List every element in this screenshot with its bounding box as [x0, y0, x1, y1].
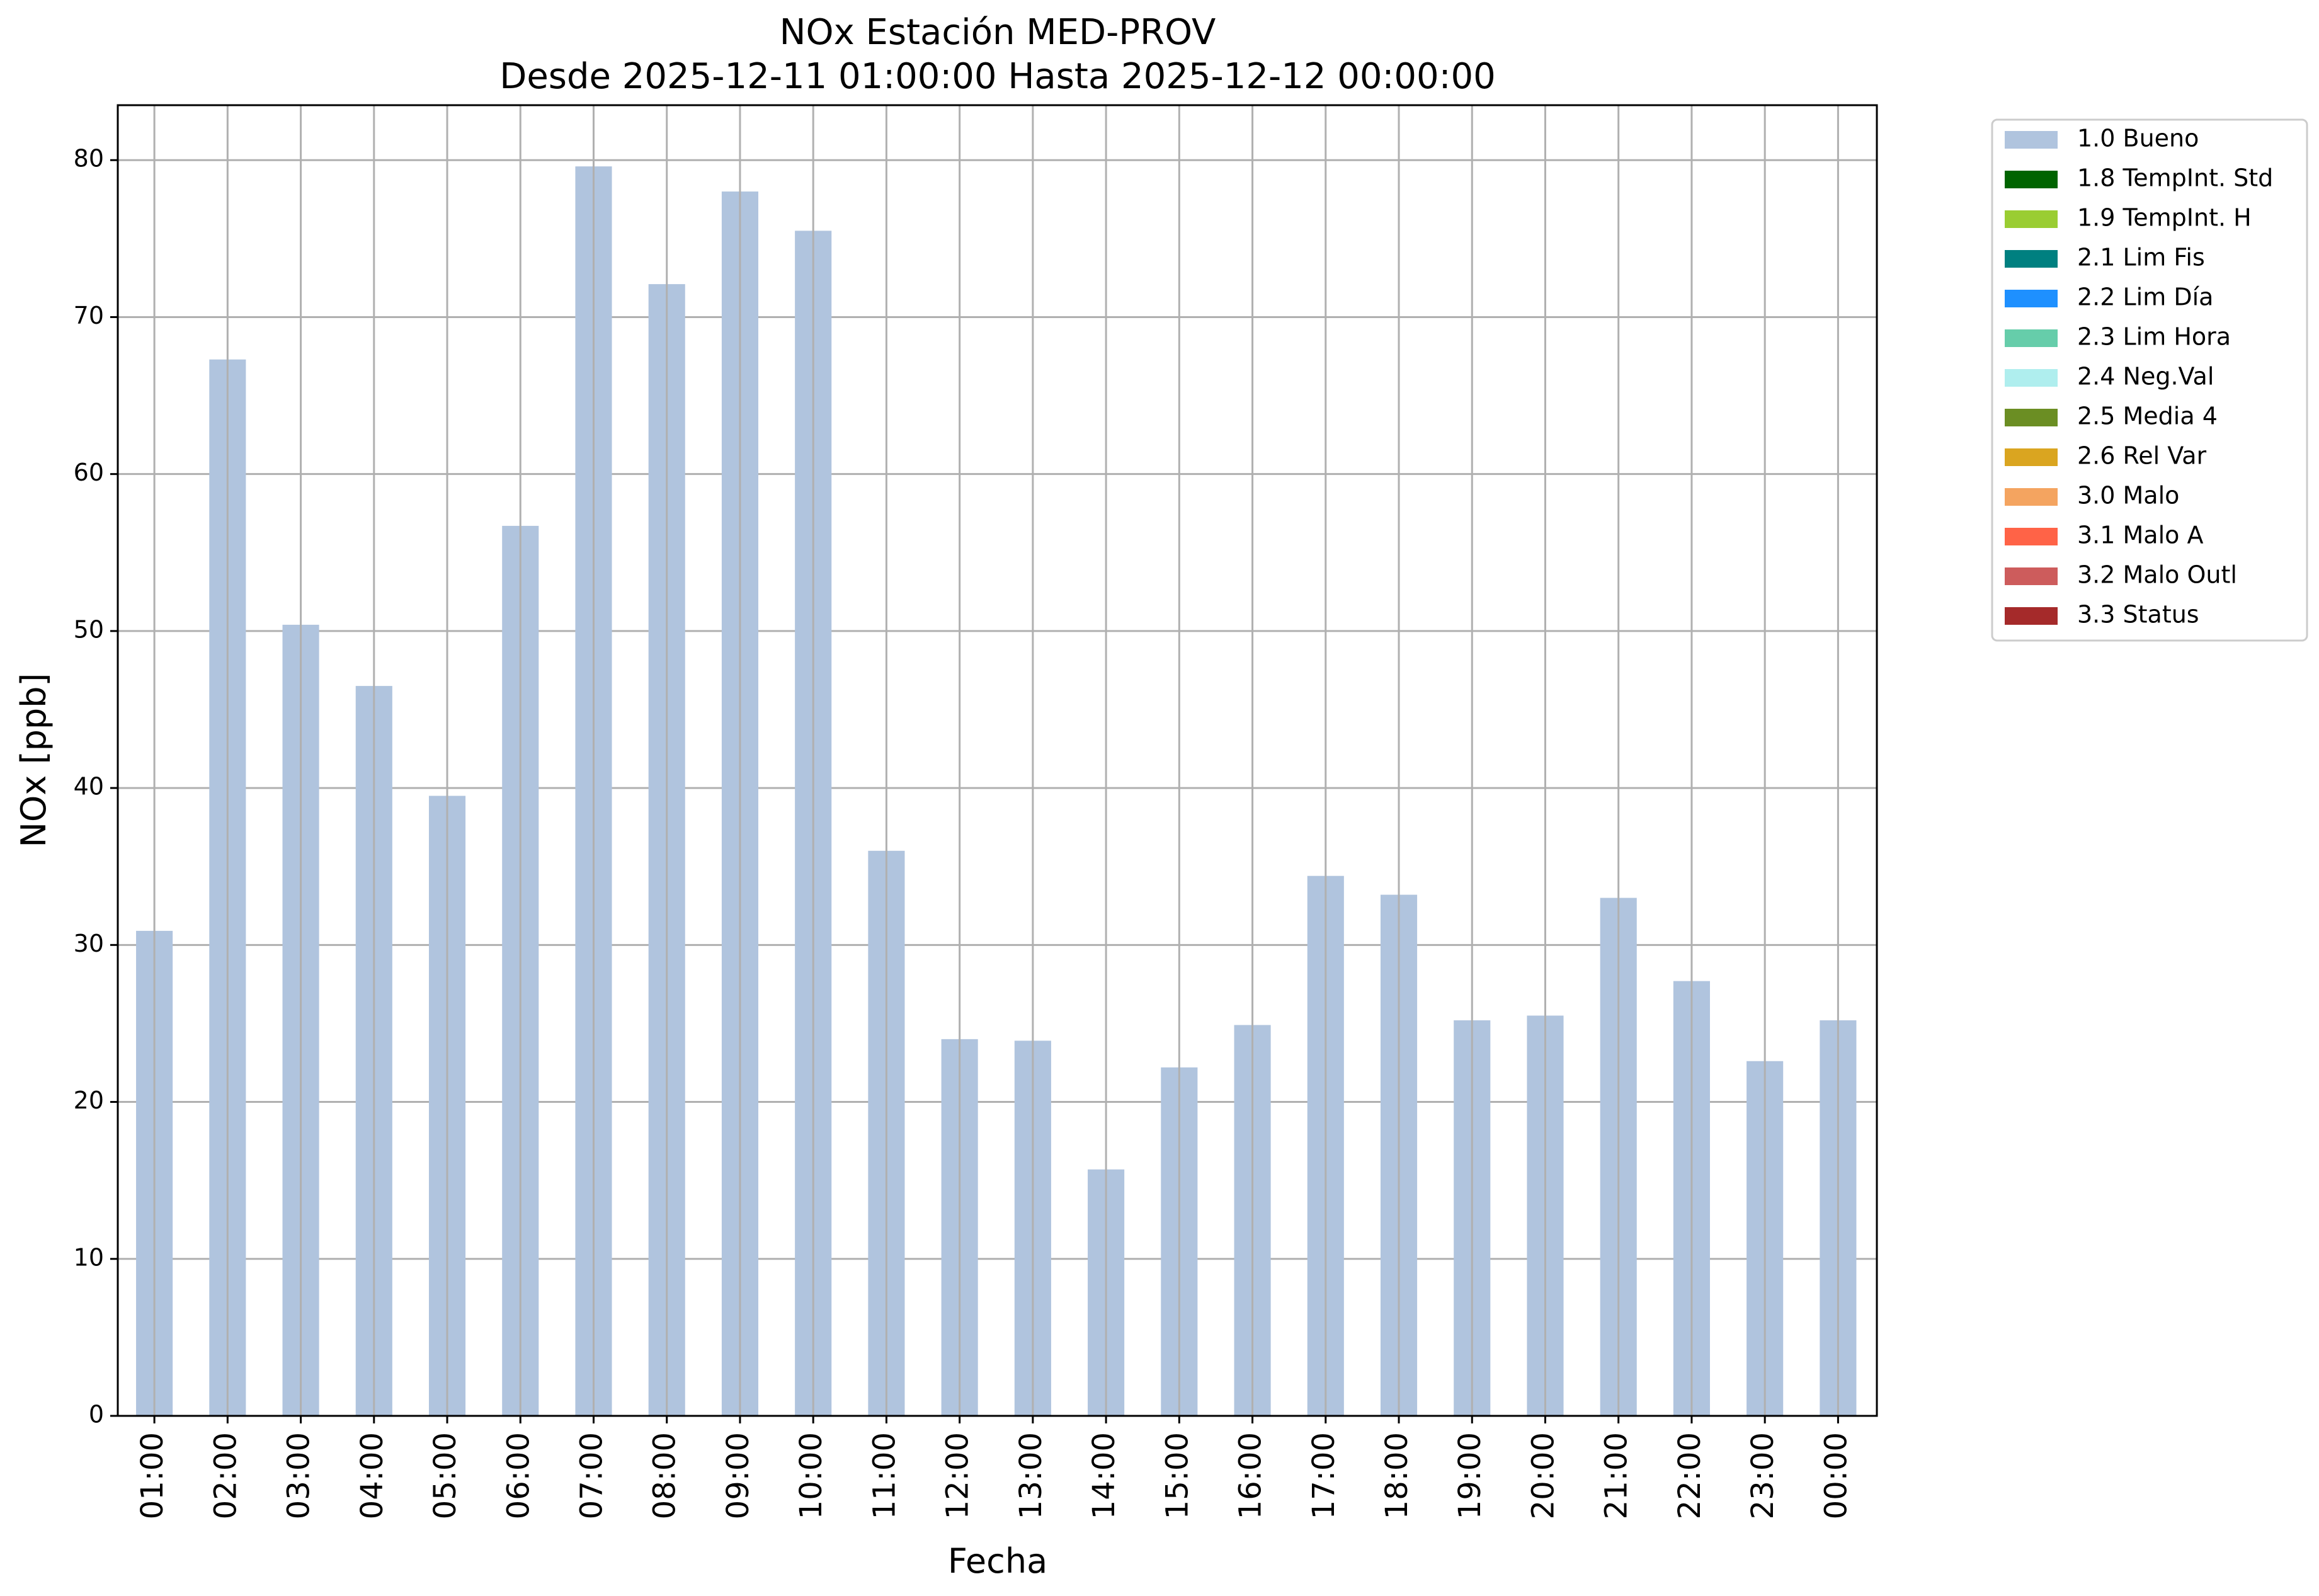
x-tick-label: 09:00 [721, 1432, 756, 1519]
x-tick-label: 11:00 [867, 1432, 902, 1519]
x-tick-label: 20:00 [1525, 1432, 1561, 1519]
y-axis-ticks: 0 10 20 30 40 50 60 70 80 [74, 145, 118, 1428]
legend-items: 1.0 Bueno 1.8 TempInt. Std 1.9 TempInt. H 2… [2005, 125, 2273, 629]
x-tick-label: 06:00 [501, 1432, 536, 1519]
x-tick-label: 14:00 [1086, 1432, 1122, 1519]
legend-label: 2.3 Lim Hora [2077, 323, 2231, 351]
x-tick-label: 03:00 [282, 1432, 317, 1519]
x-tick-label: 08:00 [647, 1432, 683, 1519]
legend-label: 2.5 Media 4 [2077, 402, 2218, 430]
legend-swatch [2005, 171, 2058, 188]
legend-swatch [2005, 607, 2058, 625]
chart-title: NOx Estación MED-PROV [780, 12, 1216, 53]
plot-area-frame [117, 104, 1878, 1417]
legend-label: 3.0 Malo [2077, 482, 2179, 510]
legend-label: 1.9 TempInt. H [2077, 204, 2252, 232]
legend-swatch [2005, 290, 2058, 307]
y-tick-label: 50 [74, 615, 104, 643]
x-tick-label: 13:00 [1013, 1432, 1049, 1519]
legend-swatch [2005, 409, 2058, 426]
legend: 1.0 Bueno 1.8 TempInt. Std 1.9 TempInt. H 2… [1991, 118, 2308, 642]
legend-swatch [2005, 250, 2058, 268]
legend-swatch [2005, 528, 2058, 545]
x-tick-label: 02:00 [208, 1432, 243, 1519]
x-axis-label: Fecha [948, 1541, 1047, 1581]
x-tick-label: 17:00 [1306, 1432, 1342, 1519]
grid-lines [118, 159, 1877, 1417]
x-tick-label: 18:00 [1379, 1432, 1415, 1519]
legend-label: 2.1 Lim Fis [2077, 244, 2205, 271]
x-axis-ticks: 01:00 02:00 03:00 04:00 05:00 06:00 07:00 08:00… [135, 1416, 1854, 1519]
x-tick-label: 22:00 [1672, 1432, 1707, 1519]
x-tick-label: 07:00 [574, 1432, 609, 1519]
x-tick-label: 21:00 [1599, 1432, 1634, 1519]
legend-frame [1991, 118, 2308, 642]
chart-subtitle: Desde 2025-12-11 01:00:00 Hasta 2025-12-… [499, 56, 1496, 97]
y-tick-label: 10 [74, 1243, 104, 1271]
legend-swatch [2005, 329, 2058, 347]
x-tick-label: 12:00 [940, 1432, 976, 1519]
x-tick-label: 15:00 [1160, 1432, 1195, 1519]
x-tick-label: 16:00 [1233, 1432, 1268, 1519]
y-tick-label: 80 [74, 145, 104, 173]
x-tick-label: 05:00 [428, 1432, 463, 1519]
legend-swatch [2005, 131, 2058, 149]
legend-label: 1.8 TempInt. Std [2077, 164, 2273, 192]
y-tick-label: 60 [74, 459, 104, 486]
y-tick-label: 30 [74, 930, 104, 957]
x-tick-label: 19:00 [1452, 1432, 1488, 1519]
legend-label: 2.4 Neg.Val [2077, 363, 2214, 390]
legend-label: 2.6 Rel Var [2077, 442, 2207, 470]
legend-swatch [2005, 488, 2058, 506]
legend-swatch [2005, 369, 2058, 387]
x-tick-label: 01:00 [135, 1432, 170, 1519]
legend-swatch [2005, 210, 2058, 228]
x-grid-lines [153, 105, 1839, 1416]
x-tick-label: 04:00 [355, 1432, 390, 1519]
y-tick-label: 70 [74, 302, 104, 329]
x-tick-label: 00:00 [1818, 1432, 1854, 1519]
legend-label: 3.2 Malo Outl [2077, 561, 2237, 589]
x-tick-label: 23:00 [1745, 1432, 1781, 1519]
legend-label: 3.1 Malo A [2077, 522, 2203, 549]
legend-swatch [2005, 567, 2058, 585]
legend-swatch [2005, 448, 2058, 466]
legend-label: 2.2 Lim Día [2077, 283, 2213, 311]
y-tick-label: 40 [74, 773, 104, 801]
legend-label: 1.0 Bueno [2077, 125, 2199, 152]
legend-label: 3.3 Status [2077, 601, 2199, 629]
y-axis-label: NOx [ppb] [14, 673, 54, 848]
y-tick-label: 0 [89, 1401, 104, 1428]
x-tick-label: 10:00 [794, 1432, 829, 1519]
y-tick-label: 20 [74, 1086, 104, 1114]
